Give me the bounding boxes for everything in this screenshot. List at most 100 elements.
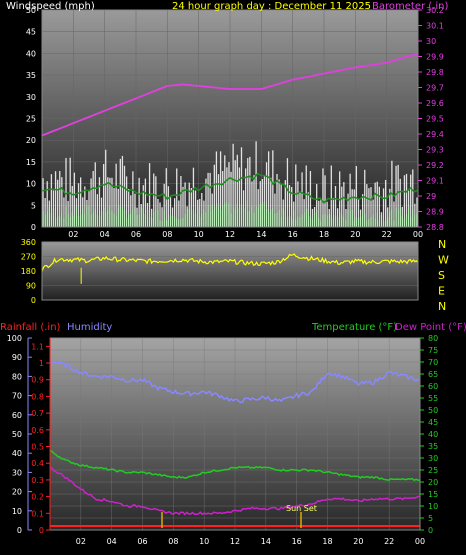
- direction-tick-label: 180: [21, 267, 36, 276]
- time-tick-label: 02: [68, 230, 78, 239]
- temperature-axis: 0 5 10 15 20 25 30 35 40 45 50 55 60 65 70 75 80: [420, 334, 438, 535]
- humidity-tick-label: 20: [12, 488, 22, 497]
- barometer-tick-label: 30: [426, 37, 436, 46]
- temperature-tick-label: 35: [428, 442, 438, 451]
- temperature-tick-label: 20: [428, 478, 438, 487]
- windspeed-tick-label: 15: [26, 158, 36, 167]
- direction-tick-label: 0: [31, 296, 36, 305]
- compass-label-n: N: [438, 300, 446, 313]
- time-axis-top: 02 04 06 08 10 12 14 16 18 20 22 00: [68, 230, 423, 239]
- barometer-tick-label: 29.5: [426, 115, 444, 124]
- temperature-tick-label: 50: [428, 406, 438, 415]
- direction-tick-label: 270: [21, 253, 36, 262]
- barometer-tick-label: 29.3: [426, 146, 444, 155]
- barometer-tick-label: 28.8: [426, 223, 444, 232]
- time-tick-label: 22: [382, 230, 392, 239]
- humidity-tick-label: 60: [12, 411, 22, 420]
- windspeed-tick-label: 40: [26, 49, 36, 58]
- direction-tick-label: 90: [26, 282, 36, 291]
- direction-tick-label: 360: [21, 238, 36, 247]
- time-tick-label: 22: [384, 537, 394, 546]
- temperature-tick-label: 60: [428, 382, 438, 391]
- windspeed-tick-label: 5: [31, 201, 36, 210]
- avg-wind-line: [41, 172, 419, 205]
- barometer-tick-label: 29.9: [426, 53, 444, 62]
- temperature-tick-label: 30: [428, 454, 438, 463]
- barometer-tick-label: 29.7: [426, 84, 444, 93]
- temperature-tick-label: 15: [428, 490, 438, 499]
- dew-point-label: Dew Point (°F): [395, 322, 466, 333]
- temperature-tick-label: 40: [428, 430, 438, 439]
- rainfall-tick-label: 0.5: [31, 443, 44, 452]
- time-tick-label: 16: [292, 537, 302, 546]
- humidity-tick-label: 50: [12, 430, 22, 439]
- humidity-tick-label: 40: [12, 449, 22, 458]
- humidity-tick-label: 70: [12, 392, 22, 401]
- barometer-tick-label: 30.2: [426, 6, 444, 15]
- humidity-axis: 0 10 20 30 40 50 60 70 80 90 100: [7, 334, 32, 535]
- time-tick-label: 04: [100, 230, 110, 239]
- time-tick-label: 12: [230, 537, 240, 546]
- direction-panel-frame: [41, 241, 419, 301]
- windspeed-tick-label: 35: [26, 71, 36, 80]
- time-tick-label: 06: [137, 537, 147, 546]
- temperature-tick-label: 80: [428, 334, 438, 343]
- temperature-tick-label: 55: [428, 394, 438, 403]
- compass-label-e: E: [438, 285, 445, 298]
- time-tick-label: 00: [413, 230, 423, 239]
- windspeed-tick-label: 25: [26, 115, 36, 124]
- windspeed-tick-label: 30: [26, 93, 36, 102]
- time-tick-label: 08: [168, 537, 178, 546]
- barometer-line: [41, 52, 419, 137]
- temperature-tick-label: 25: [428, 466, 438, 475]
- dew-point-line: [49, 466, 421, 516]
- time-tick-label: 10: [194, 230, 204, 239]
- wind-direction-line: [41, 253, 419, 272]
- rainfall-tick-label: 0.2: [31, 493, 44, 502]
- humidity-tick-label: 10: [12, 507, 22, 516]
- rainfall-tick-label: 0.4: [31, 459, 44, 468]
- rainfall-tick-label: 1.1: [31, 342, 44, 351]
- barometer-axis: 28.8 28.9 29 29.1 29.2 29.3 29.4 29.5 29.6 29.7 29…: [418, 6, 444, 232]
- temperature-line: [49, 449, 421, 482]
- time-axis-bottom: 02 04 06 08 10 12 14 16 18 20 22 00: [76, 537, 425, 546]
- barometer-label: Barometer (.in): [372, 1, 448, 12]
- time-tick-label: 02: [76, 537, 86, 546]
- direction-axis: 0 90 180 270 360: [21, 238, 36, 305]
- barometer-tick-label: 30.1: [426, 22, 444, 31]
- time-tick-label: 06: [131, 230, 141, 239]
- windspeed-tick-label: 10: [26, 180, 36, 189]
- humidity-tick-label: 100: [7, 334, 22, 343]
- compass-label-w: W: [438, 254, 449, 267]
- time-tick-label: 00: [415, 537, 425, 546]
- temperature-tick-label: 10: [428, 502, 438, 511]
- temperature-label: Temperature (°F): [311, 322, 397, 333]
- humidity-tick-label: 90: [12, 353, 22, 362]
- time-tick-label: 12: [225, 230, 235, 239]
- windspeed-tick-label: 20: [26, 136, 36, 145]
- rainfall-tick-label: 0.1: [31, 509, 44, 518]
- rainfall-tick-label: 0.6: [31, 426, 44, 435]
- barometer-tick-label: 28.9: [426, 208, 444, 217]
- time-tick-label: 16: [288, 230, 298, 239]
- humidity-tick-label: 80: [12, 372, 22, 381]
- time-tick-label: 20: [350, 230, 360, 239]
- compass-label-s: S: [438, 269, 445, 282]
- barometer-tick-label: 29.2: [426, 161, 444, 170]
- rainfall-tick-label: 1: [39, 359, 44, 368]
- rainfall-tick-label: 0.9: [31, 376, 44, 385]
- time-tick-label: 18: [322, 537, 332, 546]
- temperature-tick-label: 75: [428, 346, 438, 355]
- barometer-tick-label: 29.4: [426, 130, 444, 139]
- time-tick-label: 14: [261, 537, 271, 546]
- time-tick-label: 08: [162, 230, 172, 239]
- temperature-tick-label: 70: [428, 358, 438, 367]
- barometer-tick-label: 29: [426, 192, 436, 201]
- rainfall-tick-label: 0.7: [31, 409, 44, 418]
- humidity-tick-label: 0: [17, 526, 22, 535]
- rainfall-label: Rainfall (.in): [0, 322, 61, 333]
- barometer-tick-label: 29.8: [426, 68, 444, 77]
- graph-title: 24 hour graph day : December 11 2025: [172, 1, 371, 12]
- humidity-line: [49, 360, 421, 404]
